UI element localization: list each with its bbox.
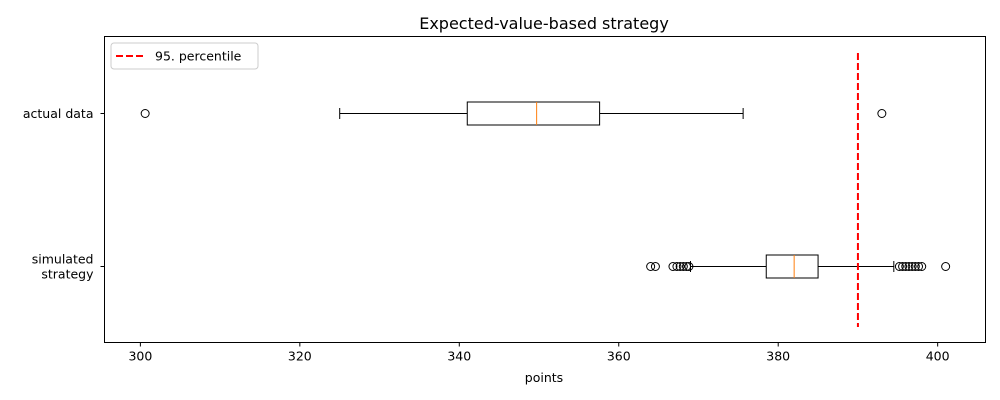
legend-frame [110, 42, 259, 70]
box-group [140, 101, 887, 126]
legend: 95. percentile [110, 42, 259, 70]
y-tick-label-line: actual data [23, 106, 94, 121]
y-tick-label: actual data [23, 106, 94, 121]
outlier-point [650, 262, 660, 271]
outlier-point [894, 262, 904, 271]
iqr-box [765, 254, 819, 279]
outlier-point [684, 262, 694, 271]
outlier-point [910, 262, 920, 271]
outlier-point [668, 262, 678, 271]
outlier-point [917, 262, 927, 271]
outlier-point [678, 262, 688, 271]
x-tick-label: 360 [607, 349, 631, 364]
outlier-point [901, 262, 911, 271]
outlier-point [646, 262, 656, 271]
outlier-point [675, 262, 685, 271]
iqr-box [466, 101, 601, 126]
outlier-point [682, 262, 692, 271]
plot-area [104, 36, 986, 343]
plot-frame [104, 36, 986, 343]
outlier-point [941, 262, 951, 271]
y-tick-label-line: strategy [41, 267, 94, 282]
outlier-point [904, 262, 914, 271]
x-tick-label: 380 [766, 349, 790, 364]
x-tick-label: 320 [288, 349, 312, 364]
outlier-point [914, 262, 924, 271]
outlier-point [898, 262, 908, 271]
x-tick-label: 400 [926, 349, 950, 364]
box-group [646, 254, 951, 279]
chart-title: Expected-value-based strategy [419, 14, 669, 33]
legend-reference-label: 95. percentile [155, 49, 242, 64]
x-axis-title: points [525, 370, 563, 385]
outlier-point [672, 262, 682, 271]
outlier-point [140, 109, 150, 118]
x-tick-label: 300 [128, 349, 152, 364]
y-tick-label: simulated strategy [32, 252, 94, 282]
outlier-point [877, 109, 887, 118]
y-tick-label-line: simulated [32, 252, 94, 267]
x-tick-label: 340 [447, 349, 471, 364]
outlier-point [907, 262, 917, 271]
